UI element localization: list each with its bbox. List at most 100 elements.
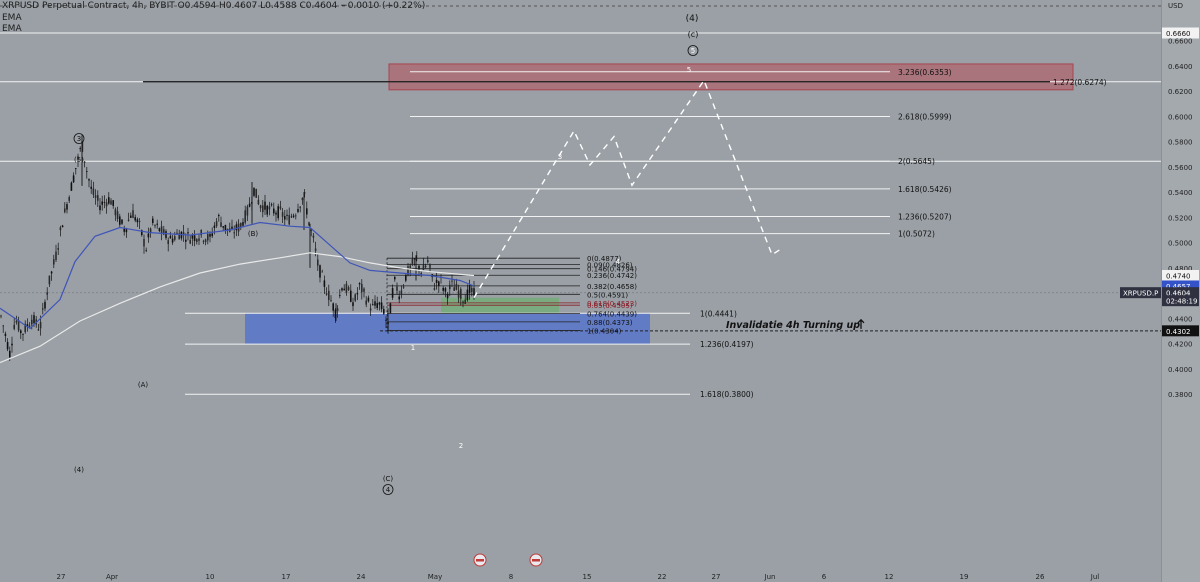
ema-fast-line <box>0 221 475 330</box>
candle-body <box>253 187 255 196</box>
candle-body <box>165 231 167 239</box>
candle-body <box>336 308 339 311</box>
candle-body <box>174 236 176 240</box>
candle-body <box>17 320 20 331</box>
y-tick-label: 0.5400 <box>1168 189 1193 197</box>
candle-body <box>295 215 297 217</box>
candle-body <box>224 224 227 231</box>
candle-body <box>44 301 46 309</box>
fib-extension-label: 2(0.5645) <box>898 157 935 166</box>
fib-extension-label: 1(0.4441) <box>700 309 737 318</box>
price-tag-box <box>1162 27 1199 39</box>
candle-body <box>369 308 372 311</box>
candle-body <box>405 274 407 281</box>
candle-body <box>365 300 367 305</box>
candle-body <box>308 222 310 226</box>
candle-body <box>50 271 53 274</box>
candle-body <box>226 228 229 231</box>
price-tag-box <box>1162 287 1199 299</box>
fib-retracement-label: 0.382(0.4658) <box>587 283 637 291</box>
candle-body <box>427 260 429 263</box>
x-tick-label: Jun <box>764 573 776 581</box>
candle-body <box>134 217 136 221</box>
wave-label: 5 <box>691 47 695 55</box>
fib-extension-label: 1.272(0.6274) <box>1053 78 1107 87</box>
candle-body <box>416 258 418 259</box>
candle-body <box>75 167 77 169</box>
candle-body <box>240 223 242 227</box>
candle-body <box>86 171 88 172</box>
x-tick-label: 6 <box>822 573 827 581</box>
candle-body <box>103 201 106 203</box>
candle-body <box>72 175 75 183</box>
candle-body <box>15 320 18 323</box>
y-tick-label: 0.4000 <box>1168 366 1193 374</box>
candle-body <box>330 300 332 302</box>
fib-retracement-label: 1(0.4304) <box>587 328 622 336</box>
candle-body <box>438 281 440 287</box>
candle-body <box>24 323 26 333</box>
candle-body <box>222 226 224 228</box>
candle-body <box>42 308 44 310</box>
candle-body <box>112 200 114 206</box>
x-tick-label: 17 <box>282 573 291 581</box>
price-tag-box <box>1162 295 1199 307</box>
x-tick-label: 27 <box>57 573 66 581</box>
y-tick-label: 0.5200 <box>1168 214 1193 222</box>
candle-body <box>20 330 22 334</box>
x-tick-label: 10 <box>206 573 215 581</box>
candle-body <box>149 228 152 233</box>
candle-body <box>402 286 405 288</box>
price-tag-label: 02:48:19 <box>1166 298 1197 306</box>
candle-body <box>55 251 57 261</box>
indicator-ema-1[interactable]: EMA <box>2 13 22 23</box>
fib-retracement-label: 0.236(0.4742) <box>587 272 637 280</box>
ema-slow-line <box>0 252 475 364</box>
candle-body <box>275 212 277 215</box>
candle-body <box>394 276 396 280</box>
candle-body <box>374 301 376 306</box>
fib-retracement-label: 0.618(0.4523) <box>587 300 637 308</box>
candle-body <box>110 200 112 205</box>
candle-body <box>352 302 354 307</box>
candle-body <box>31 319 33 325</box>
candle-body <box>248 203 251 207</box>
x-tick-label: 24 <box>357 573 366 581</box>
candle-body <box>323 280 326 287</box>
x-tick-label: 26 <box>1036 573 1045 581</box>
candle-body <box>471 288 473 292</box>
candle-body <box>167 240 169 244</box>
candle-body <box>215 221 218 227</box>
candle-body <box>409 265 411 269</box>
candle-body <box>70 182 73 191</box>
candle-body <box>396 286 398 291</box>
candle-body <box>367 297 370 302</box>
candle-body <box>376 303 378 308</box>
candle-body <box>391 288 394 298</box>
candle-body <box>132 210 134 218</box>
candle-body <box>204 239 207 243</box>
candle-body <box>464 299 466 304</box>
candle-body <box>273 208 275 214</box>
y-tick-label: 0.5000 <box>1168 240 1193 248</box>
price-tag-box <box>1162 269 1199 281</box>
fib-retracement-label: 0(0.4877) <box>587 255 622 263</box>
candle-body <box>277 206 279 219</box>
candle-body <box>246 206 249 216</box>
fib-extension-label: 1.236(0.5207) <box>898 213 952 222</box>
y-tick-label: 0.4200 <box>1168 341 1193 349</box>
candle-body <box>2 325 4 327</box>
candle-body <box>358 283 361 285</box>
candle-body <box>158 228 161 232</box>
indicator-ema-2[interactable]: EMA <box>2 24 22 34</box>
candle-body <box>407 266 409 276</box>
candle-body <box>6 341 9 350</box>
chart-header-ohlc: XRPUSD Perpetual Contract, 4h, BYBIT O0.… <box>2 1 426 11</box>
y-tick-label: 0.6400 <box>1168 63 1193 71</box>
candle-body <box>9 350 11 358</box>
candle-body <box>301 197 304 201</box>
projected-path <box>473 78 781 298</box>
fib-retracement-label: 0.146(0.4794) <box>587 266 637 274</box>
candle-body <box>231 226 233 229</box>
